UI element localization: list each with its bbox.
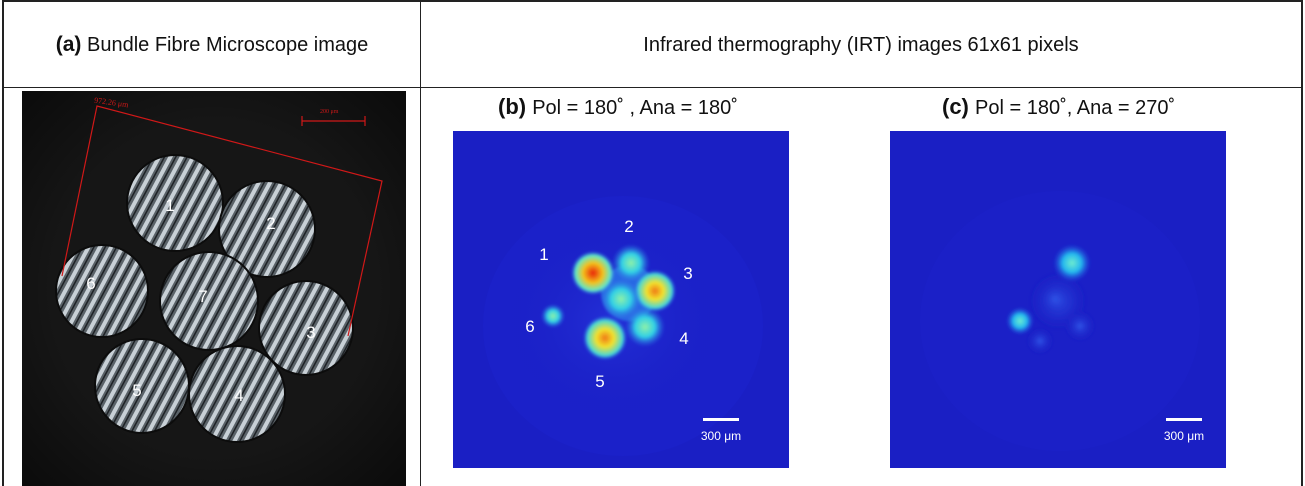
panel-c-text: Pol = 180˚, Ana = 270˚ [975, 97, 1176, 119]
panel-c-caption: (c) Pol = 180˚, Ana = 270˚ [942, 94, 1175, 120]
header-a-text: (a) Bundle Fibre Microscope image [56, 31, 368, 59]
microscope-scale-label: 200 μm [320, 109, 339, 115]
irt-b-scale-label: 300 μm [700, 429, 742, 443]
irt-image-b: 1 2 3 4 5 6 300 μm [453, 131, 789, 468]
irt-b-svg [453, 131, 789, 468]
panel-b-tag: (b) [498, 94, 527, 119]
table-middle-divider [420, 0, 421, 486]
irt-b-fibre-5: 5 [595, 372, 605, 391]
measurement-overlay [61, 105, 383, 337]
table-left-border [2, 0, 4, 486]
panel-b-caption: (b) Pol = 180˚ , Ana = 180˚ [498, 94, 738, 120]
irt-b-fibre-3: 3 [683, 264, 693, 283]
irt-b-fibre-6: 6 [525, 317, 535, 336]
irt-c-scale-bar [1166, 418, 1202, 421]
microscope-fibre-3: 3 [306, 323, 316, 342]
microscope-svg [22, 91, 406, 486]
table-header-divider [2, 87, 1303, 88]
panel-a-tag: (a) [55, 33, 82, 56]
irt-c-scale-label: 300 μm [1163, 429, 1205, 443]
irt-b-fibre-1: 1 [539, 245, 549, 264]
microscope-fibre-5: 5 [132, 381, 142, 400]
panel-c-tag: (c) [942, 94, 969, 119]
table-top-border [2, 0, 1303, 2]
microscope-fibre-1: 1 [165, 196, 175, 215]
header-cell-irt: Infrared thermography (IRT) images 61x61… [421, 6, 1301, 84]
panel-a-title: Bundle Fibre Microscope image [86, 34, 369, 56]
microscope-fibre-6: 6 [86, 274, 96, 293]
irt-b-scale-bar [703, 418, 739, 421]
header-cell-a: (a) Bundle Fibre Microscope image [4, 6, 420, 84]
table-right-border [1301, 0, 1303, 486]
irt-image-c: 300 μm [890, 131, 1226, 468]
irt-title: Infrared thermography (IRT) images 61x61… [643, 33, 1079, 56]
microscope-fibre-2: 2 [266, 214, 276, 233]
microscope-image: 972.26 μm 200 μm 1 2 3 4 5 6 7 [22, 91, 406, 486]
panel-b-text: Pol = 180˚ , Ana = 180˚ [532, 97, 738, 119]
irt-b-fibre-2: 2 [624, 217, 634, 236]
microscope-fibre-4: 4 [234, 386, 244, 405]
irt-c-hotspots [1006, 244, 1096, 355]
irt-c-svg [890, 131, 1226, 468]
microscope-fibre-7: 7 [198, 287, 208, 306]
irt-b-fibre-4: 4 [679, 329, 689, 348]
irt-b-hotspots [541, 244, 676, 360]
